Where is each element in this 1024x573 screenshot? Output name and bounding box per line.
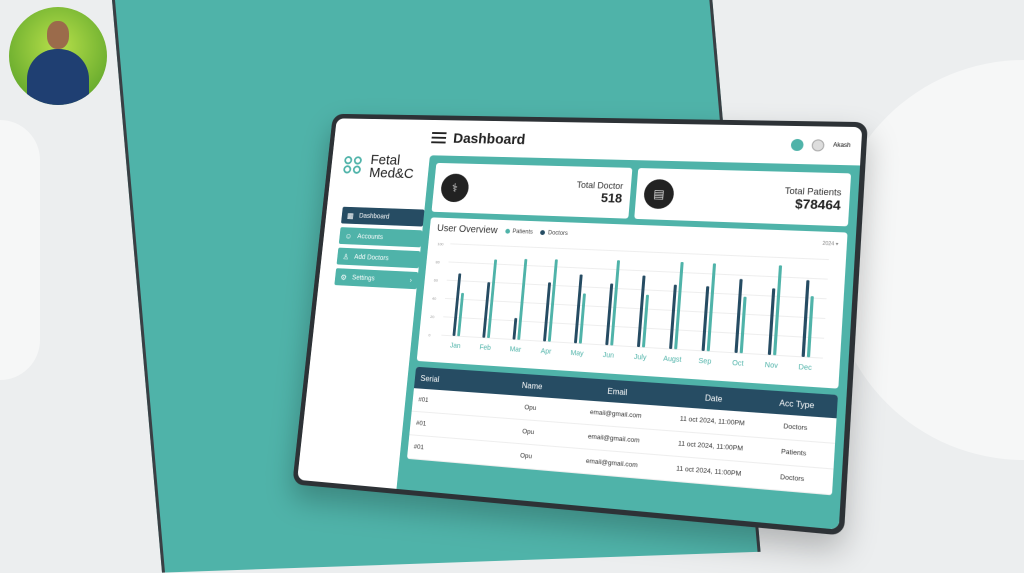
accounts-table: Serial Name Email Date Acc Type #01 Opu em… <box>406 366 838 496</box>
cell: 11 oct 2024, 11:00PM <box>677 440 744 453</box>
page-title: Dashboard <box>452 130 527 148</box>
cell: #01 <box>413 443 425 452</box>
presenter-avatar <box>9 7 107 105</box>
users-icon: ☺ <box>344 231 353 241</box>
bar-doctors <box>573 274 583 344</box>
card-value: $78464 <box>794 195 842 213</box>
x-tick-label: Mar <box>509 346 522 354</box>
total-doctor-card: ⚕ Total Doctor 518 <box>431 162 633 219</box>
x-tick-label: Dec <box>798 364 812 372</box>
card-value: 518 <box>600 189 623 206</box>
logo-icon <box>342 156 366 177</box>
sidebar-item-label: Settings <box>351 274 375 282</box>
sidebar-item-label: Add Doctors <box>353 253 389 262</box>
gridline <box>445 298 825 318</box>
chart-plot: 0 20 40 60 80 100 Jan Feb Mar Apr May Jun July Augst S… <box>428 241 840 372</box>
x-tick-label: Augst <box>663 356 682 364</box>
x-tick-label: Jan <box>450 342 461 350</box>
tablet-device: Dashboard Akash Fetal Med&C ▦ Dashboard ☺ A… <box>292 113 868 536</box>
y-tick-label: 40 <box>432 296 437 301</box>
x-tick-label: Oct <box>732 360 744 368</box>
dashboard-screen: Dashboard Akash Fetal Med&C ▦ Dashboard ☺ A… <box>297 118 863 530</box>
x-tick-label: May <box>570 350 584 358</box>
hospital-bed-icon: ▤ <box>642 178 675 210</box>
sidebar-item-add-doctors[interactable]: ♙ Add Doctors <box>336 247 421 269</box>
year-select[interactable]: 2024 ▾ <box>822 240 839 248</box>
sidebar-item-label: Accounts <box>357 232 384 241</box>
y-tick-label: 100 <box>437 241 444 246</box>
user-name[interactable]: Akash <box>832 142 851 150</box>
x-tick-label: Sep <box>698 358 711 366</box>
cell: Patients <box>780 448 807 458</box>
menu-icon[interactable] <box>431 132 447 144</box>
gridline <box>449 262 828 279</box>
user-avatar[interactable] <box>811 139 826 152</box>
cell: 11 oct 2024, 11:00PM <box>675 465 742 478</box>
bg-circle <box>0 120 40 380</box>
top-bar: Dashboard Akash <box>430 126 851 160</box>
card-label: Total Doctor <box>576 179 624 191</box>
bar-patients <box>706 263 717 352</box>
add-user-icon: ♙ <box>342 252 350 261</box>
x-tick-label: Jun <box>602 352 614 360</box>
logo: Fetal Med&C <box>342 152 415 182</box>
gridline <box>450 244 829 260</box>
legend-label: Doctors <box>547 229 569 237</box>
total-patients-card: ▤ Total Patients $78464 <box>634 168 852 227</box>
bar-doctors <box>512 317 518 340</box>
cell: 11 oct 2024, 11:00PM <box>679 415 745 428</box>
cell: email@gmail.com <box>589 408 642 420</box>
column-header: Name <box>521 380 543 391</box>
sidebar: ▦ Dashboard ☺ Accounts ♙ Add Doctors ⚙ Setti… <box>334 206 425 293</box>
cell: #01 <box>418 396 429 404</box>
cell: email@gmail.com <box>587 433 640 445</box>
y-tick-label: 0 <box>428 332 431 337</box>
y-tick-label: 60 <box>434 278 439 283</box>
main-content: ⚕ Total Doctor 518 ▤ Total Patients $78464 U… <box>396 155 861 530</box>
column-header: Acc Type <box>779 397 815 410</box>
cell: Opu <box>519 452 533 461</box>
x-tick-label: Apr <box>540 348 552 356</box>
card-label: Total Patients <box>784 185 842 198</box>
doctor-icon: ⚕ <box>439 173 470 203</box>
gear-icon: ⚙ <box>340 272 348 282</box>
grid-icon: ▦ <box>346 211 355 220</box>
x-tick-label: Nov <box>765 362 779 370</box>
cell: Opu <box>524 404 537 412</box>
bar-patients <box>610 260 621 346</box>
x-tick-label: Feb <box>479 344 491 352</box>
gridline <box>443 317 824 338</box>
chevron-right-icon: › <box>409 276 413 284</box>
cell: Doctors <box>779 473 805 484</box>
x-tick-label: July <box>634 354 648 362</box>
legend-label: Patients <box>512 228 534 236</box>
cell: email@gmail.com <box>585 457 638 470</box>
y-tick-label: 80 <box>435 259 440 264</box>
sidebar-item-settings[interactable]: ⚙ Settings › <box>334 268 419 290</box>
column-header: Date <box>704 392 723 404</box>
logo-line2: Med&C <box>368 164 415 182</box>
notification-icon[interactable] <box>790 138 805 152</box>
bar-patients <box>773 265 783 356</box>
year-value: 2024 <box>822 240 835 247</box>
sidebar-item-dashboard[interactable]: ▦ Dashboard <box>341 206 425 227</box>
legend-patients: Patients <box>504 228 534 236</box>
cell: #01 <box>415 419 427 428</box>
legend-doctors: Doctors <box>540 229 569 237</box>
bar-patients <box>517 258 528 340</box>
cell: Opu <box>521 428 535 437</box>
column-header: Email <box>607 386 628 397</box>
gridline <box>441 335 822 358</box>
sidebar-item-accounts[interactable]: ☺ Accounts <box>338 227 423 248</box>
cell: Doctors <box>783 422 808 433</box>
sidebar-item-label: Dashboard <box>358 212 390 221</box>
bar-patients <box>674 261 684 350</box>
gridline <box>447 280 827 299</box>
y-tick-label: 20 <box>430 314 435 319</box>
column-header: Serial <box>420 373 440 384</box>
